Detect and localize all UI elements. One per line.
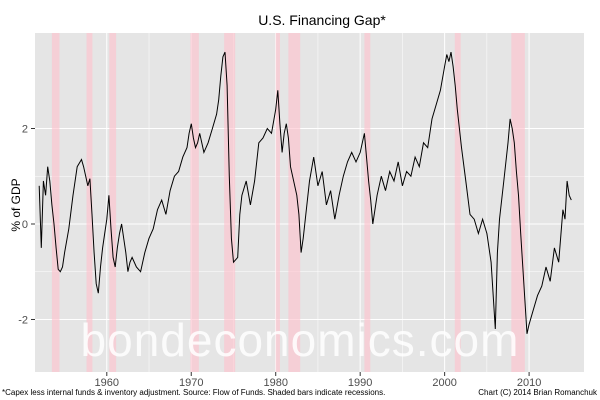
- plot-panel: [35, 33, 584, 372]
- y-tick-label: -2: [18, 314, 28, 326]
- x-tick-label: 1990: [348, 377, 372, 389]
- recession-band: [86, 33, 93, 372]
- y-tick-label: 2: [22, 123, 28, 135]
- recession-bands: [51, 33, 525, 372]
- chart-title: U.S. Financing Gap*: [258, 12, 386, 28]
- recession-band: [190, 33, 199, 372]
- footer-credit: Chart (C) 2014 Brian Romanchuk: [478, 388, 598, 397]
- y-axis-label: % of GDP: [9, 178, 23, 231]
- watermark: bondeconomics.com: [81, 314, 520, 366]
- x-tick-label: 2010: [517, 377, 541, 389]
- x-tick-label: 2000: [432, 377, 456, 389]
- plot-panel-background: [35, 33, 584, 372]
- y-tick-label: 0: [22, 219, 28, 231]
- recession-band: [51, 33, 60, 372]
- recession-band: [288, 33, 301, 372]
- recession-band: [511, 33, 525, 372]
- x-tick-label: 1960: [95, 377, 119, 389]
- recession-band: [109, 33, 117, 372]
- y-axis: -2 0 2: [18, 123, 35, 326]
- recession-band: [454, 33, 461, 372]
- recession-band: [275, 33, 280, 372]
- recession-band: [224, 33, 236, 372]
- recession-band: [364, 33, 371, 372]
- footer-note: *Capex less internal funds & inventory a…: [2, 388, 385, 397]
- series-line: [38, 51, 572, 334]
- gridlines: [35, 33, 584, 372]
- x-axis: 1960 1970 1980 1990 2000 2010: [95, 372, 541, 389]
- x-tick-label: 1980: [263, 377, 287, 389]
- x-tick-label: 1970: [179, 377, 203, 389]
